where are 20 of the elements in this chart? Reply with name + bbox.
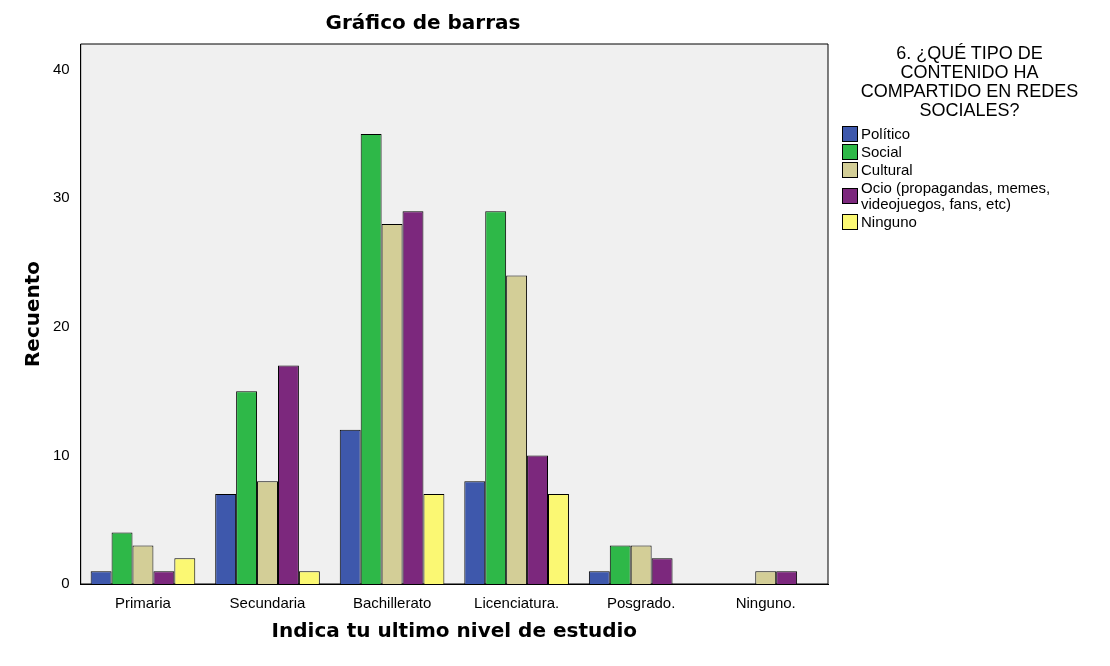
chart-title: Gráfico de barras bbox=[325, 10, 521, 35]
y-tick-label: 10 bbox=[53, 445, 70, 463]
x-axis-title: Indica tu ultimo nivel de estudio bbox=[271, 618, 638, 643]
x-tick-label: Posgrado. bbox=[606, 594, 676, 612]
y-axis-title: Recuento bbox=[20, 260, 45, 368]
y-tick-label: 40 bbox=[53, 59, 70, 77]
legend-label: Ocio (propagandas, memes, videojuegos, fans, etc) bbox=[861, 179, 1052, 212]
x-tick-label: Bachillerato bbox=[352, 594, 432, 612]
legend-label: Social bbox=[861, 143, 902, 160]
legend-label: Político bbox=[861, 125, 911, 142]
y-tick-label: 30 bbox=[53, 188, 70, 206]
x-tick-label: Licenciatura. bbox=[474, 594, 560, 612]
legend-label: Cultural bbox=[861, 161, 913, 178]
legend-title: 6. ¿QUÉ TIPO DE CONTENIDO HA COMPARTIDO EN REDES SOCIALES? bbox=[859, 43, 1080, 120]
y-tick-label: 20 bbox=[53, 317, 70, 334]
legend-label: Ninguno bbox=[861, 213, 917, 230]
x-tick-label: Primaria bbox=[115, 594, 172, 612]
y-tick-label: 0 bbox=[61, 574, 70, 592]
x-tick-label: Ninguno. bbox=[735, 594, 796, 612]
x-tick-label: Secundaria bbox=[229, 594, 307, 612]
